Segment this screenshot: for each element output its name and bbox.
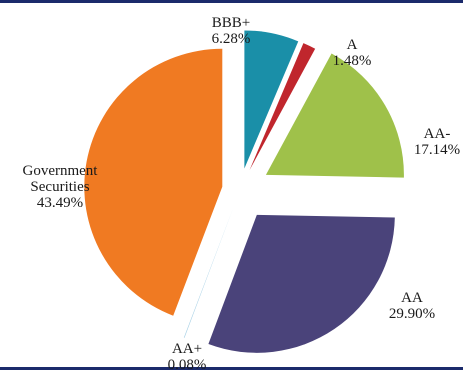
slice-labels: BBB+ 6.28% A 1.48% AA-17.14% AA 29.90% AA+ 0.08%… bbox=[23, 15, 461, 373]
slice-label-line: AA bbox=[401, 290, 423, 306]
slice-label-line: AA+ bbox=[172, 341, 202, 357]
slice-label-aam: AA-17.14% bbox=[414, 126, 460, 158]
pie-slice-a bbox=[249, 43, 316, 171]
slice-label-line: A bbox=[347, 37, 358, 53]
pie-slice-gov bbox=[84, 48, 223, 316]
pie-slice-bbbp bbox=[244, 30, 299, 169]
slice-label-a: A 1.48% bbox=[333, 37, 372, 69]
slice-label-line: 0.08% bbox=[168, 357, 207, 373]
slice-label-line: Government bbox=[23, 163, 99, 179]
slice-label-bbbp: BBB+ 6.28% bbox=[212, 15, 251, 47]
pie-slices bbox=[84, 30, 404, 353]
slice-label-line: 6.28% bbox=[212, 31, 251, 47]
pie-slice-aap bbox=[183, 208, 233, 338]
pie-slice-aam bbox=[265, 53, 404, 178]
slice-label-line: AA- bbox=[424, 126, 451, 142]
slice-label-line: 17.14% bbox=[414, 142, 460, 158]
slice-label-aa: AA 29.90% bbox=[389, 290, 435, 322]
pie-slice-aa bbox=[208, 214, 395, 353]
slice-label-line: BBB+ bbox=[212, 15, 250, 31]
slice-label-line: 1.48% bbox=[333, 53, 372, 69]
slice-label-aap: AA+ 0.08% bbox=[168, 341, 207, 373]
slice-label-line: 43.49% bbox=[37, 195, 83, 211]
slice-label-line: 29.90% bbox=[389, 306, 435, 322]
slice-label-line: Securities bbox=[30, 179, 89, 195]
pie-chart: BBB+ 6.28% A 1.48% AA-17.14% AA 29.90% AA+ 0.08%… bbox=[23, 15, 461, 373]
slice-label-gov: Government Securities 43.49% bbox=[23, 163, 99, 211]
